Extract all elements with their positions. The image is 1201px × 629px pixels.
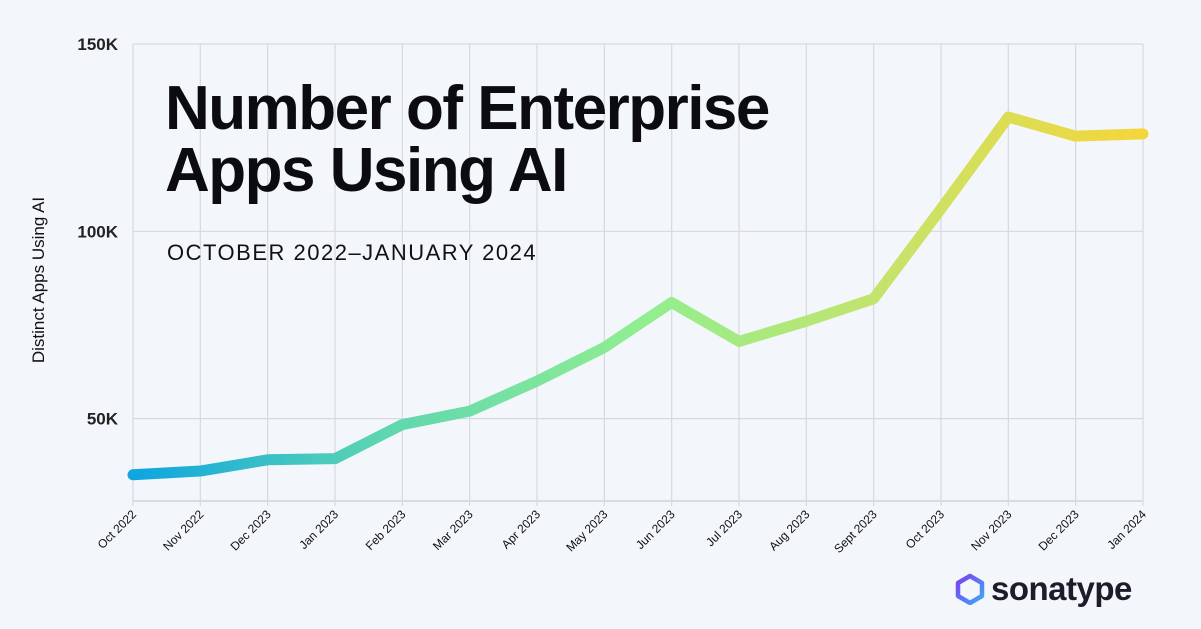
brand-name: sonatype [991, 570, 1132, 607]
chart-subtitle: OCTOBER 2022–JANUARY 2024 [167, 240, 538, 265]
x-tick-label: Mar 2023 [430, 507, 476, 553]
y-tick-label: 100K [77, 222, 118, 241]
x-tick-label: Jan 2024 [1104, 507, 1149, 552]
x-tick-label: Jul 2023 [703, 507, 745, 549]
series-line [127, 111, 1149, 481]
y-tick-label: 50K [87, 410, 119, 429]
chart-title: Number of Enterprise Apps Using AI [165, 74, 770, 205]
x-tick-label: Oct 2023 [903, 507, 948, 552]
title-line-1: Number of Enterprise [165, 74, 770, 143]
title-line-2: Apps Using AI [165, 136, 568, 205]
x-tick-label: Jun 2023 [633, 507, 678, 552]
x-tick-label: Nov 2022 [160, 507, 206, 553]
y-axis-label: Distinct Apps Using AI [29, 197, 48, 363]
x-tick-label: Sept 2023 [831, 507, 880, 556]
x-tick-label: Feb 2023 [363, 507, 409, 553]
x-tick-label: Apr 2023 [499, 507, 544, 552]
x-tick-label: Dec 2023 [1036, 507, 1082, 553]
x-tick-label: Aug 2023 [766, 507, 812, 553]
sonatype-logo: sonatype [955, 570, 1132, 608]
x-tick-label: May 2023 [563, 507, 610, 554]
x-tick-label: Oct 2022 [95, 507, 140, 552]
x-tick-label: Dec 2023 [228, 507, 274, 553]
hexagon-logo-icon [955, 573, 985, 605]
x-tick-label: Nov 2023 [968, 507, 1014, 553]
y-tick-label: 150K [77, 35, 118, 54]
x-tick-label: Jan 2023 [296, 507, 341, 552]
